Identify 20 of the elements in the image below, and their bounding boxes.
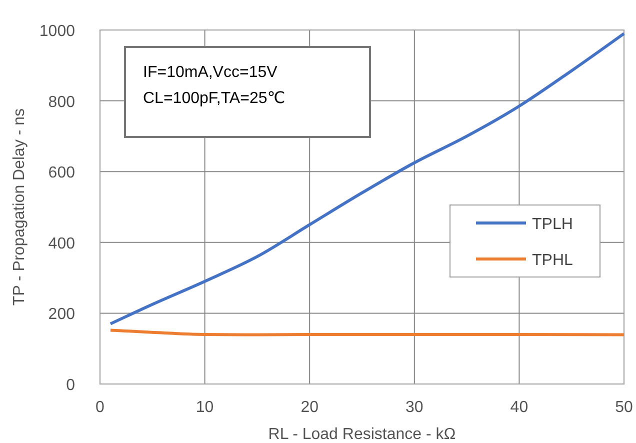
x-tick-label: 40 — [510, 399, 528, 416]
y-tick-label: 1000 — [39, 23, 76, 40]
y-tick-label: 200 — [48, 306, 76, 324]
annotation: IF=10mA,Vcc=15V — [143, 64, 278, 81]
legend-label: TPHL — [532, 252, 573, 269]
x-tick-label: 10 — [196, 399, 214, 416]
x-tick-label: 30 — [406, 399, 424, 416]
x-axis-title: RL - Load Resistance - kΩ — [268, 426, 456, 443]
annotation: CL=100pF,TA=25℃ — [143, 90, 286, 107]
y-axis-title: TP - Propagation Delay - ns — [11, 108, 28, 306]
x-tick-label: 20 — [300, 399, 319, 416]
y-tick-label: 800 — [48, 94, 76, 111]
x-tick-label: 50 — [615, 399, 633, 416]
legend-label: TPLH — [532, 216, 573, 233]
y-tick-label: 400 — [48, 235, 76, 252]
note-box: IF=10mA,Vcc=15V CL=100pF,TA=25℃ — [124, 46, 371, 138]
x-tick-label: 0 — [96, 399, 105, 416]
y-tick-label: 0 — [66, 377, 76, 394]
line-series — [108, 32, 626, 326]
y-tick-label: 600 — [48, 164, 76, 182]
